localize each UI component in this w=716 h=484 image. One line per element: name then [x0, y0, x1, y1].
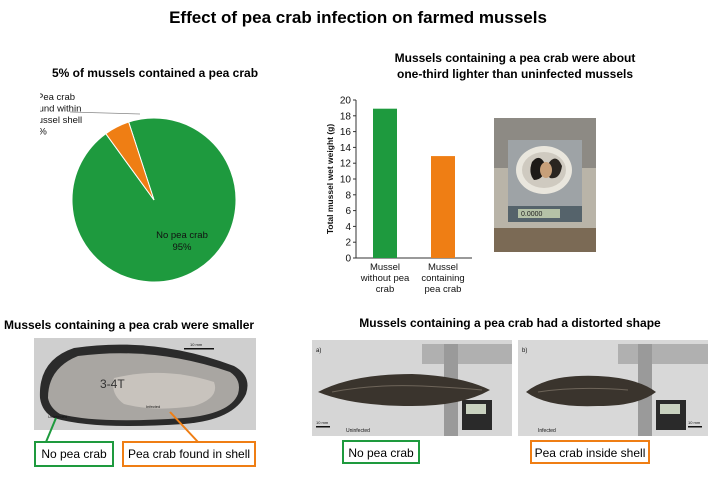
pie-slice-pea-crab [105, 121, 155, 201]
shell-scale-label: 10 mm [190, 342, 203, 347]
pie-leader-line [69, 111, 141, 115]
mussel-on-scale-photo: 0.0000 [494, 118, 596, 252]
bar-y-tick-label: 2 [345, 238, 351, 249]
pie-label-no-pea-crab: No pea crab 95% [156, 230, 208, 253]
bar-y-tick-label: 12 [340, 159, 352, 170]
bar-y-axis-label: Total mussel wet weight (g) [325, 124, 335, 235]
bar-y-tick-label: 20 [340, 96, 352, 107]
panel-b-scale: 10 mm [688, 420, 701, 425]
pie-chart-title: 5% of mussels contained a pea crab [51, 66, 259, 80]
bar-chart: 0 2 4 6 8 10 12 14 16 18 20 Total mussel wet weight… [325, 96, 472, 295]
bar-chart-title-line2: one-third lighter than uninfected mussel… [396, 67, 634, 81]
pea-crab-found-in-shell-label: Pea crab found in shell [122, 441, 256, 467]
panel-a-caption: Uninfected [346, 428, 370, 434]
panel-b-caption: Infected [538, 428, 556, 434]
shell-infected-label: Infected [146, 404, 160, 409]
bar-x-category-label: Mussel without pea crab [360, 262, 410, 295]
bar-y-tick-label: 0 [345, 254, 351, 265]
no-pea-crab-label-2: No pea crab [342, 440, 420, 464]
open-shell-photo: 3-4T 10 mm Uninfected Infected [34, 338, 256, 430]
no-pea-crab-label-1: No pea crab [34, 441, 114, 467]
bar-mussel-without-pea-crab [373, 108, 397, 258]
distorted-shape-title: Mussels containing a pea crab had a dist… [359, 316, 661, 330]
svg-text:3-4T: 3-4T [100, 377, 125, 391]
page-title: Effect of pea crab infection on farmed m… [169, 8, 547, 27]
uninfected-caliper-photo: a) 10 mm Uninfected [312, 340, 512, 436]
bar-y-tick-label: 10 [340, 175, 352, 186]
shell-uninfected-label: Uninfected [48, 414, 67, 419]
bar-y-tick-label: 6 [345, 206, 351, 217]
bar-mussel-containing-pea-crab [431, 156, 455, 258]
pea-crab-inside-shell-label: Pea crab inside shell [530, 440, 650, 464]
bar-y-tick-label: 14 [340, 143, 352, 154]
smaller-shell-title: Mussels containing a pea crab were small… [4, 318, 255, 332]
infected-caliper-photo: b) 10 mm Infected [518, 340, 708, 436]
bar-chart-title-line1: Mussels containing a pea crab were about [394, 51, 636, 65]
bar-y-tick-label: 18 [340, 111, 352, 122]
panel-b-label: b) [522, 348, 527, 354]
bar-y-tick-label: 8 [345, 190, 351, 201]
panel-a-scale: 10 mm [316, 420, 329, 425]
bar-y-tick-label: 4 [345, 222, 351, 233]
panel-a-label: a) [316, 348, 321, 354]
bar-chart-title: Mussels containing a pea crab were about… [350, 50, 680, 82]
bar-y-tick-label: 16 [340, 127, 352, 138]
scale-readout: 0.0000 [521, 211, 543, 218]
bar-x-category-label: Mussel containing pea crab [421, 262, 464, 295]
